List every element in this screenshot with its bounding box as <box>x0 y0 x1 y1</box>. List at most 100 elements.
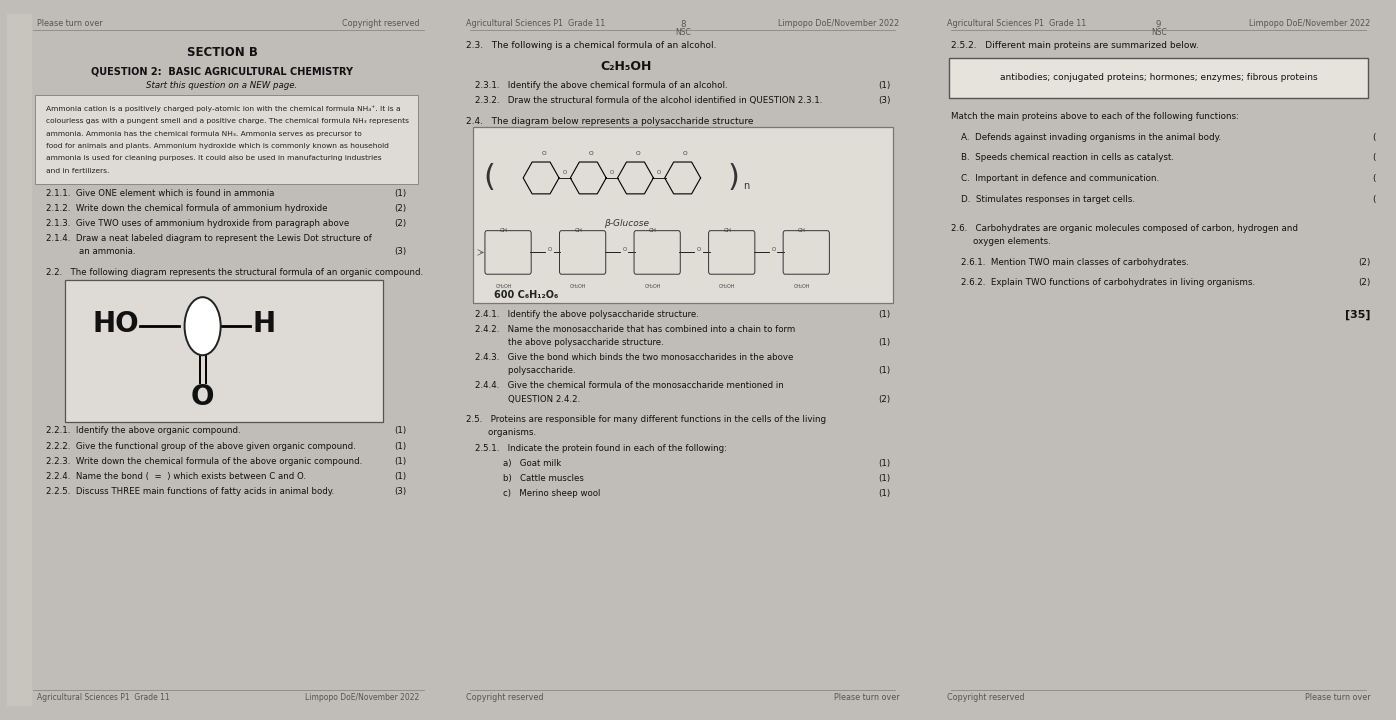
Text: 2.6.   Carbohydrates are organic molecules composed of carbon, hydrogen and: 2.6. Carbohydrates are organic molecules… <box>952 224 1298 233</box>
Text: 2.1.1.  Give ONE element which is found in ammonia: 2.1.1. Give ONE element which is found i… <box>46 189 274 197</box>
Text: polysaccharide.: polysaccharide. <box>475 366 575 375</box>
Text: (1): (1) <box>878 366 891 375</box>
Text: OH: OH <box>649 228 658 233</box>
Text: O: O <box>610 170 614 175</box>
Text: O: O <box>635 150 641 156</box>
Text: CH₂OH: CH₂OH <box>496 284 512 289</box>
Text: organisms.: organisms. <box>466 428 536 438</box>
Text: 2.3.   The following is a chemical formula of an alcohol.: 2.3. The following is a chemical formula… <box>466 40 716 50</box>
Text: Copyright reserved: Copyright reserved <box>342 19 420 27</box>
Text: 2.5.2.   Different main proteins are summarized below.: 2.5.2. Different main proteins are summa… <box>952 40 1199 50</box>
FancyBboxPatch shape <box>473 127 892 303</box>
Text: (: ( <box>1372 153 1375 162</box>
Text: QUESTION 2:  BASIC AGRICULTURAL CHEMISTRY: QUESTION 2: BASIC AGRICULTURAL CHEMISTRY <box>91 66 353 76</box>
Text: (2): (2) <box>1358 279 1371 287</box>
Text: Ammonia cation is a positively charged poly-atomic ion with the chemical formula: Ammonia cation is a positively charged p… <box>46 106 401 112</box>
Text: 2.4.   The diagram below represents a polysaccharide structure: 2.4. The diagram below represents a poly… <box>466 117 752 126</box>
Text: 2.4.4.   Give the chemical formula of the monosaccharide mentioned in: 2.4.4. Give the chemical formula of the … <box>475 382 783 390</box>
Text: 2.4.2.   Name the monosaccharide that has combined into a chain to form: 2.4.2. Name the monosaccharide that has … <box>475 325 796 334</box>
Text: O: O <box>563 170 567 175</box>
Text: Copyright reserved: Copyright reserved <box>946 693 1025 702</box>
FancyBboxPatch shape <box>35 95 417 184</box>
Text: A.  Defends against invading organisms in the animal body.: A. Defends against invading organisms in… <box>960 132 1220 142</box>
Text: 2.2.3.  Write down the chemical formula of the above organic compound.: 2.2.3. Write down the chemical formula o… <box>46 456 362 466</box>
Text: Agricultural Sciences P1  Grade 11: Agricultural Sciences P1 Grade 11 <box>38 693 170 702</box>
FancyBboxPatch shape <box>66 280 383 421</box>
Text: CH₂OH: CH₂OH <box>719 284 736 289</box>
Text: (1): (1) <box>395 472 406 481</box>
Text: (: ( <box>1372 174 1375 183</box>
Text: 600 C₆H₁₂O₆: 600 C₆H₁₂O₆ <box>494 290 558 300</box>
Text: O: O <box>683 150 687 156</box>
Text: food for animals and plants. Ammonium hydroxide which is commonly known as house: food for animals and plants. Ammonium hy… <box>46 143 388 149</box>
Text: 9: 9 <box>1156 20 1161 29</box>
Text: O: O <box>623 247 627 252</box>
Text: (: ( <box>1372 132 1375 142</box>
Text: b)   Cattle muscles: b) Cattle muscles <box>504 474 584 483</box>
Text: C₂H₅OH: C₂H₅OH <box>600 60 652 73</box>
Text: SECTION B: SECTION B <box>187 45 257 58</box>
Text: ): ) <box>727 163 740 192</box>
Text: Limpopo DoE/November 2022: Limpopo DoE/November 2022 <box>1249 19 1371 27</box>
Text: 2.4.1.   Identify the above polysaccharide structure.: 2.4.1. Identify the above polysaccharide… <box>475 310 699 318</box>
Text: Copyright reserved: Copyright reserved <box>466 693 543 702</box>
Text: O: O <box>547 247 553 252</box>
Text: O: O <box>542 150 546 156</box>
Circle shape <box>184 297 221 355</box>
Text: 2.1.4.  Draw a neat labeled diagram to represent the Lewis Dot structure of: 2.1.4. Draw a neat labeled diagram to re… <box>46 234 371 243</box>
Text: ammonia is used for cleaning purposes. It could also be used in manufacturing in: ammonia is used for cleaning purposes. I… <box>46 156 381 161</box>
Text: (1): (1) <box>878 310 891 318</box>
Text: OH: OH <box>574 228 582 233</box>
Text: Match the main proteins above to each of the following functions:: Match the main proteins above to each of… <box>952 112 1240 121</box>
Text: (1): (1) <box>878 490 891 498</box>
Text: (2): (2) <box>395 219 406 228</box>
Text: QUESTION 2.4.2.: QUESTION 2.4.2. <box>475 395 581 404</box>
Text: OH: OH <box>500 228 508 233</box>
Text: HO: HO <box>94 310 140 338</box>
Text: Start this question on a NEW page.: Start this question on a NEW page. <box>147 81 297 91</box>
Text: 2.4.3.   Give the bond which binds the two monosaccharides in the above: 2.4.3. Give the bond which binds the two… <box>475 353 793 362</box>
Text: CH₂OH: CH₂OH <box>570 284 586 289</box>
Text: (1): (1) <box>878 474 891 483</box>
Text: 2.2.1.  Identify the above organic compound.: 2.2.1. Identify the above organic compou… <box>46 426 240 436</box>
Text: O: O <box>191 383 215 411</box>
Text: an ammonia.: an ammonia. <box>46 248 135 256</box>
Text: (3): (3) <box>395 487 406 496</box>
Text: H: H <box>253 310 275 338</box>
Text: n: n <box>743 181 750 192</box>
Text: Agricultural Sciences P1  Grade 11: Agricultural Sciences P1 Grade 11 <box>466 19 604 27</box>
Text: antibodies; conjugated proteins; hormones; enzymes; fibrous proteins: antibodies; conjugated proteins; hormone… <box>1000 73 1318 83</box>
Text: colourless gas with a pungent smell and a positive charge. The chemical formula : colourless gas with a pungent smell and … <box>46 118 409 124</box>
Text: 2.2.5.  Discuss THREE main functions of fatty acids in animal body.: 2.2.5. Discuss THREE main functions of f… <box>46 487 334 496</box>
Text: the above polysaccharide structure.: the above polysaccharide structure. <box>475 338 663 347</box>
Text: CH₂OH: CH₂OH <box>794 284 810 289</box>
Text: (2): (2) <box>395 204 406 213</box>
Text: O: O <box>588 150 593 156</box>
Text: 2.1.2.  Write down the chemical formula of ammonium hydroxide: 2.1.2. Write down the chemical formula o… <box>46 204 327 213</box>
Text: 2.2.4.  Name the bond (  =  ) which exists between C and O.: 2.2.4. Name the bond ( = ) which exists … <box>46 472 306 481</box>
Text: B.  Speeds chemical reaction in cells as catalyst.: B. Speeds chemical reaction in cells as … <box>960 153 1174 162</box>
Text: NSC: NSC <box>674 28 691 37</box>
Text: NSC: NSC <box>1150 28 1167 37</box>
Text: (1): (1) <box>878 459 891 468</box>
Text: (: ( <box>483 163 496 192</box>
Text: 2.5.1.   Indicate the protein found in each of the following:: 2.5.1. Indicate the protein found in eac… <box>475 444 727 453</box>
Text: oxygen elements.: oxygen elements. <box>952 237 1051 246</box>
Text: Limpopo DoE/November 2022: Limpopo DoE/November 2022 <box>779 19 899 27</box>
Text: 2.5.   Proteins are responsible for many different functions in the cells of the: 2.5. Proteins are responsible for many d… <box>466 415 825 424</box>
Text: 2.6.1.  Mention TWO main classes of carbohydrates.: 2.6.1. Mention TWO main classes of carbo… <box>960 258 1188 266</box>
Text: and in fertilizers.: and in fertilizers. <box>46 168 109 174</box>
FancyBboxPatch shape <box>949 58 1368 98</box>
Text: 2.1.3.  Give TWO uses of ammonium hydroxide from paragraph above: 2.1.3. Give TWO uses of ammonium hydroxi… <box>46 219 349 228</box>
Text: (1): (1) <box>395 441 406 451</box>
Text: (: ( <box>1372 195 1375 204</box>
Text: [35]: [35] <box>1346 310 1371 320</box>
Text: Limpopo DoE/November 2022: Limpopo DoE/November 2022 <box>306 693 420 702</box>
Text: (1): (1) <box>395 456 406 466</box>
Text: (1): (1) <box>878 338 891 347</box>
Text: (2): (2) <box>878 395 891 404</box>
Text: 2.3.2.   Draw the structural formula of the alcohol identified in QUESTION 2.3.1: 2.3.2. Draw the structural formula of th… <box>475 96 822 105</box>
Text: 8: 8 <box>680 20 685 29</box>
Text: 2.2.   The following diagram represents the structural formula of an organic com: 2.2. The following diagram represents th… <box>46 268 423 277</box>
Text: 2.6.2.  Explain TWO functions of carbohydrates in living organisms.: 2.6.2. Explain TWO functions of carbohyd… <box>960 279 1255 287</box>
